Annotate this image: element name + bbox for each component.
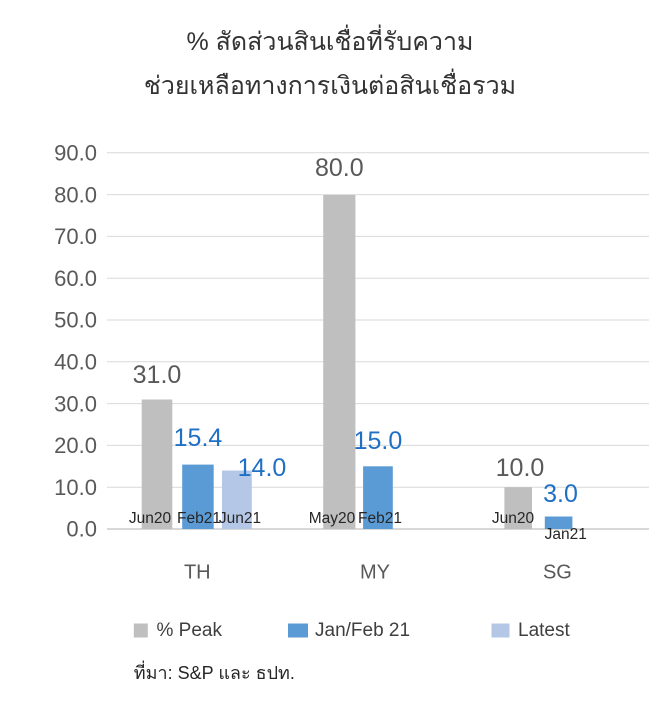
svg-text:0.0: 0.0 (66, 517, 97, 542)
svg-text:20.0: 20.0 (54, 433, 97, 458)
svg-text:Feb21: Feb21 (358, 510, 402, 527)
svg-text:50.0: 50.0 (54, 308, 97, 333)
svg-text:15.4: 15.4 (174, 424, 223, 452)
svg-text:MY: MY (360, 562, 390, 584)
svg-text:Jun20: Jun20 (492, 510, 535, 527)
svg-text:Jun20: Jun20 (129, 510, 172, 527)
svg-text:SG: SG (543, 562, 572, 584)
svg-text:10.0: 10.0 (54, 475, 97, 500)
svg-text:90.0: 90.0 (54, 141, 97, 166)
svg-text:14.0: 14.0 (238, 454, 287, 482)
svg-text:TH: TH (184, 562, 211, 584)
svg-text:% Peak: % Peak (157, 620, 223, 641)
svg-text:Latest: Latest (518, 620, 570, 641)
svg-text:60.0: 60.0 (54, 266, 97, 291)
svg-text:80.0: 80.0 (54, 182, 97, 207)
svg-text:10.0: 10.0 (496, 454, 545, 482)
svg-text:40.0: 40.0 (54, 350, 97, 375)
svg-text:Feb21: Feb21 (177, 510, 221, 527)
svg-text:Jun21: Jun21 (219, 510, 261, 527)
svg-text:30.0: 30.0 (54, 391, 97, 416)
svg-text:Jan/Feb 21: Jan/Feb 21 (315, 620, 410, 641)
svg-text:80.0: 80.0 (315, 154, 364, 182)
svg-text:31.0: 31.0 (133, 361, 182, 389)
svg-text:3.0: 3.0 (543, 480, 578, 508)
svg-text:ที่มา: S&P และ ธปท.: ที่มา: S&P และ ธปท. (134, 660, 295, 683)
svg-text:70.0: 70.0 (54, 224, 97, 249)
svg-text:15.0: 15.0 (354, 427, 403, 455)
svg-text:May20: May20 (309, 510, 356, 527)
svg-text:Jan21: Jan21 (545, 526, 587, 543)
